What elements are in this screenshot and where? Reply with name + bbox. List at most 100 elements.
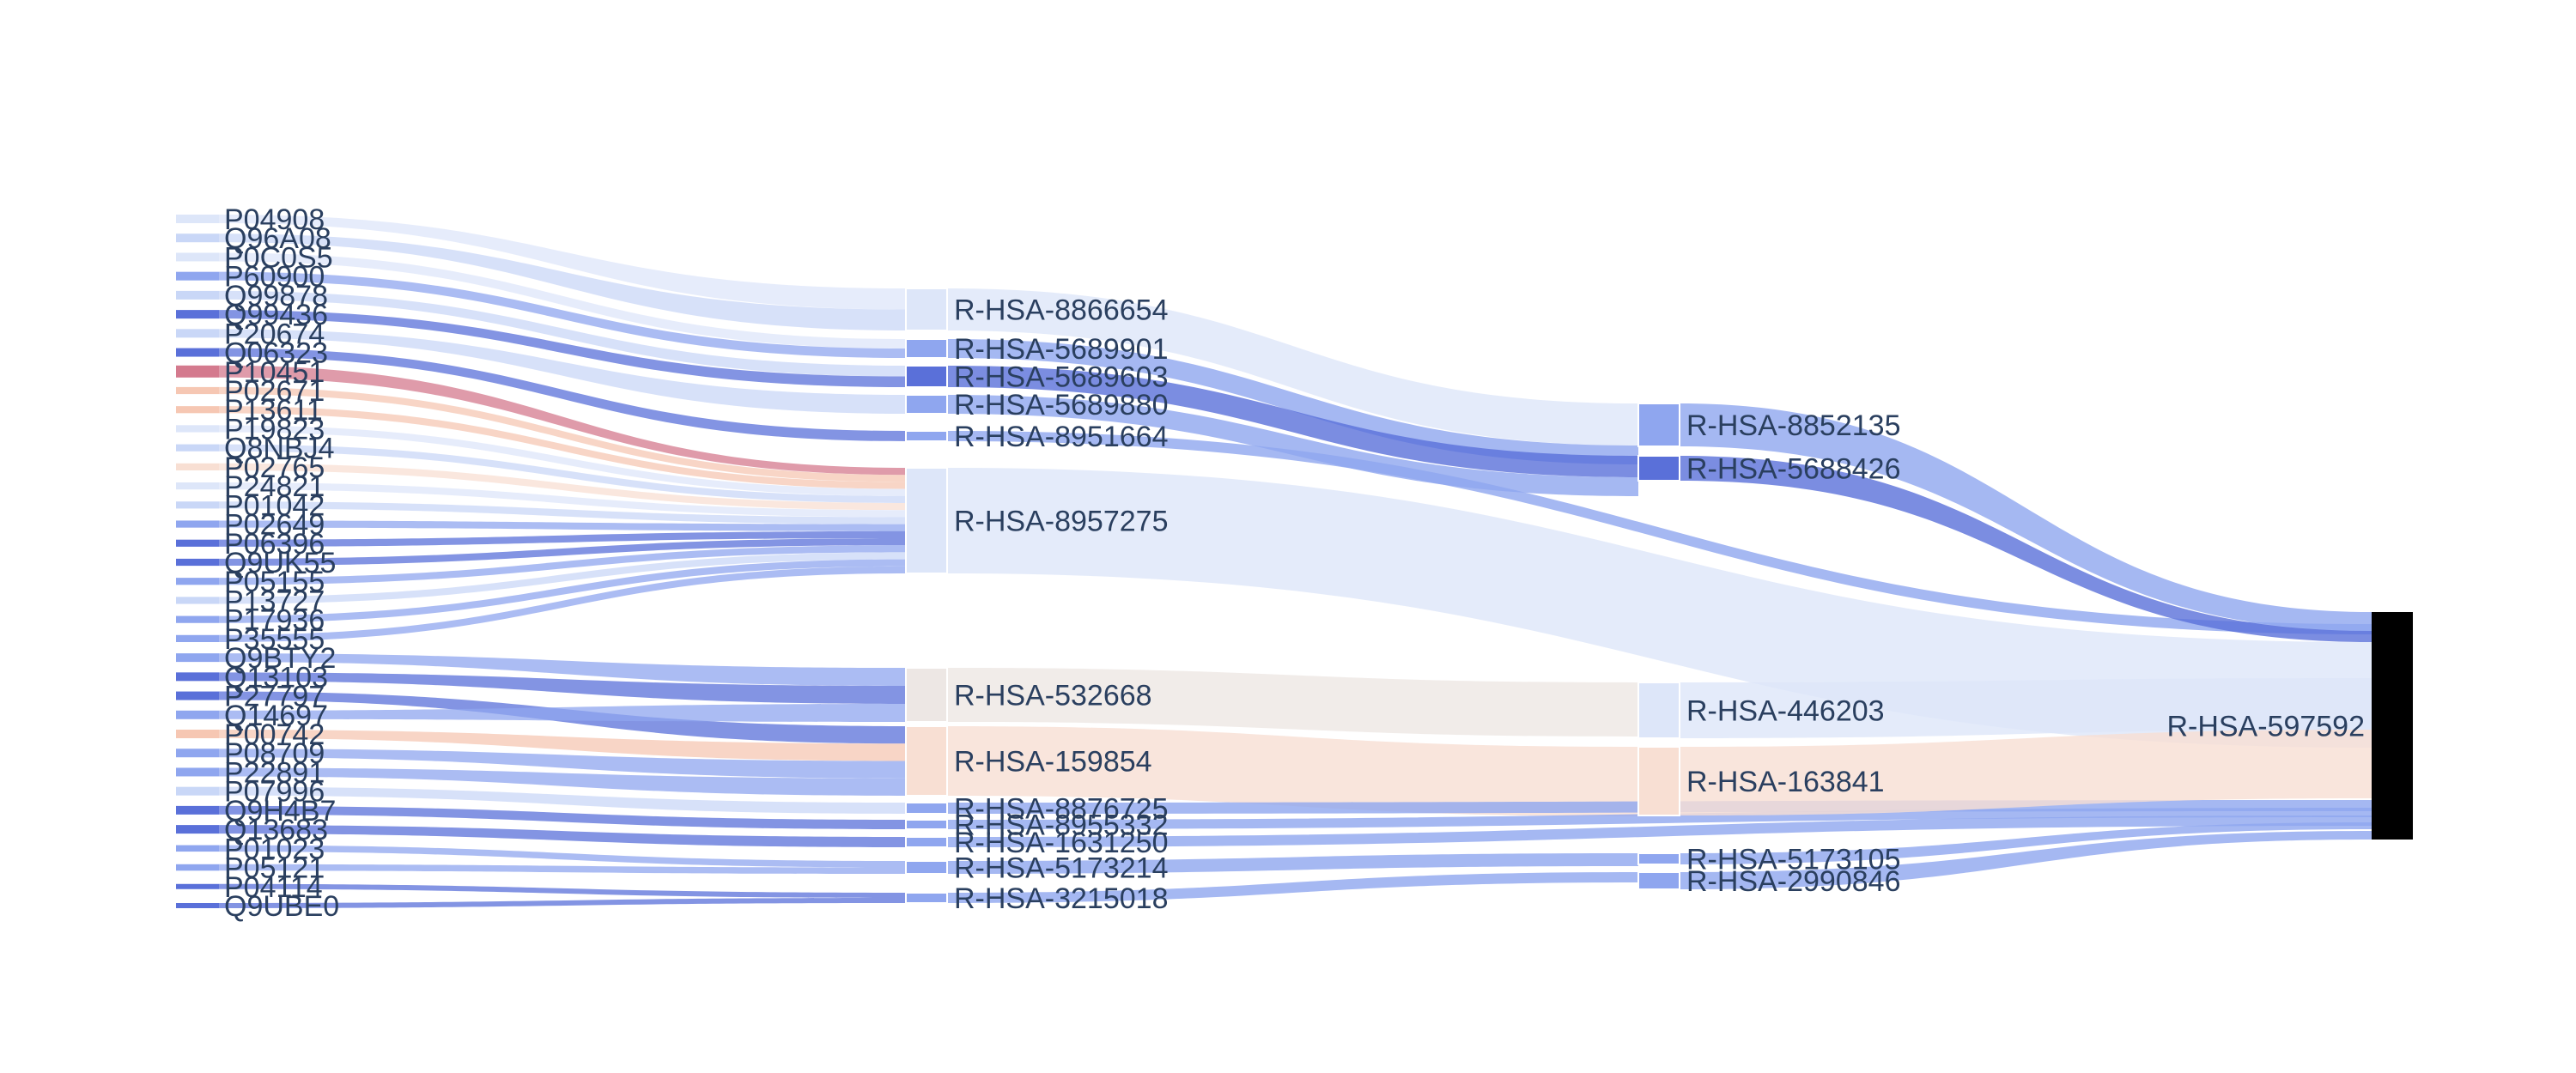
link-R-HSA-8852135-root	[1680, 403, 2372, 631]
link-P06396	[219, 530, 906, 547]
link-P17936	[219, 559, 906, 623]
link-P02649	[219, 520, 906, 531]
source-label-P02649: P02649	[224, 509, 325, 542]
source-label-Q9UBE0: Q9UBE0	[224, 890, 339, 923]
source-label-Q14697: Q14697	[224, 700, 328, 732]
link-P0C0S5	[219, 252, 906, 349]
source-label-Q06323: Q06323	[224, 337, 328, 370]
second-links	[1680, 403, 2372, 889]
source-node-Q06323	[176, 348, 219, 357]
source-label-P22891: P22891	[224, 756, 325, 789]
source-node-P00742	[176, 730, 219, 738]
link-P05121	[219, 864, 906, 874]
middle-node-R-HSA-8957275	[905, 467, 948, 574]
source-node-P01042	[176, 501, 219, 509]
source-node-P10451	[176, 365, 219, 378]
middle-label-R-HSA-5689603: R-HSA-5689603	[954, 361, 1168, 394]
link-R-HSA-8866654-R-HSA-8852135	[947, 288, 1638, 446]
source-node-P04114	[176, 883, 219, 889]
second-label-R-HSA-446203: R-HSA-446203	[1686, 695, 1885, 728]
link-P08709	[219, 749, 906, 779]
link-Q96A08	[219, 233, 906, 330]
source-node-P24821	[176, 482, 219, 490]
source-node-P60900	[176, 271, 219, 281]
source-label-P05155: P05155	[224, 566, 325, 598]
middle-node-R-HSA-5689603	[905, 365, 948, 388]
link-P02671	[219, 386, 906, 482]
link-P24821	[219, 482, 906, 518]
link-R-HSA-5173105-root	[1680, 822, 2372, 864]
second-label-R-HSA-5173105: R-HSA-5173105	[1686, 844, 1900, 876]
link-P00742	[219, 730, 906, 761]
source-node-P22891	[176, 767, 219, 777]
middle-label-R-HSA-8955332: R-HSA-8955332	[954, 809, 1168, 842]
link-P05155	[219, 545, 906, 585]
link-Q9H4B7	[219, 805, 906, 829]
source-node-P02671	[176, 386, 219, 395]
root-node	[2372, 612, 2413, 840]
link-P22891	[219, 767, 906, 796]
link-P02765	[219, 463, 906, 511]
second-node-R-HSA-2990846	[1637, 871, 1680, 890]
link-P07996	[219, 786, 906, 814]
middle-node-R-HSA-5689880	[905, 394, 948, 415]
source-label-P27797: P27797	[224, 681, 325, 713]
source-label-Q9UK55: Q9UK55	[224, 547, 336, 579]
source-node-P17936	[176, 615, 219, 623]
source-label-P00742: P00742	[224, 718, 325, 751]
link-Q99878	[219, 290, 906, 377]
middle-label-R-HSA-8957275: R-HSA-8957275	[954, 506, 1168, 538]
source-label-P13727: P13727	[224, 585, 325, 617]
second-node-R-HSA-446203	[1637, 682, 1680, 739]
source-node-P0C0S5	[176, 252, 219, 262]
link-R-HSA-159854-R-HSA-163841	[947, 726, 1638, 816]
source-node-P19823	[176, 425, 219, 433]
source-label-P35555: P35555	[224, 623, 325, 656]
second-node-R-HSA-5688426	[1637, 455, 1680, 482]
middle-label-R-HSA-3215018: R-HSA-3215018	[954, 882, 1168, 915]
source-node-Q9BTY2	[176, 653, 219, 663]
source-node-Q8NBJ4	[176, 444, 219, 452]
source-node-Q9H4B7	[176, 805, 219, 815]
link-Q99436	[219, 310, 906, 387]
middle-node-R-HSA-532668	[905, 667, 948, 723]
source-node-P20674	[176, 329, 219, 338]
link-Q13103	[219, 672, 906, 704]
second-node-R-HSA-8852135	[1637, 403, 1680, 447]
source-node-Q13103	[176, 672, 219, 682]
middle-label-R-HSA-5173214: R-HSA-5173214	[954, 852, 1168, 885]
link-R-HSA-8955332-R-HSA-597592	[947, 808, 2372, 829]
link-R-HSA-8951664-R-HSA-597592	[947, 431, 2372, 634]
link-Q9UK55	[219, 538, 906, 567]
middle-label-R-HSA-5689901: R-HSA-5689901	[954, 333, 1168, 366]
link-R-HSA-8957275-R-HSA-597592	[947, 468, 2372, 748]
link-R-HSA-532668-R-HSA-446203	[947, 668, 1638, 737]
source-label-P17936: P17936	[224, 604, 325, 637]
link-P01023	[219, 845, 906, 868]
source-label-P01042: P01042	[224, 489, 325, 522]
link-P04114	[219, 883, 906, 898]
source-label-Q9BTY2: Q9BTY2	[224, 642, 336, 675]
nodes	[176, 215, 2413, 908]
link-P13611	[219, 406, 906, 489]
middle-label-R-HSA-532668: R-HSA-532668	[954, 680, 1152, 712]
source-node-Q9UK55	[176, 558, 219, 567]
source-node-P07996	[176, 786, 219, 796]
source-node-P02649	[176, 520, 219, 528]
link-R-HSA-163841-root	[1680, 730, 2372, 815]
source-node-P35555	[176, 634, 219, 642]
link-P35555	[219, 566, 906, 642]
source-label-Q99878: Q99878	[224, 280, 328, 312]
source-node-P01023	[176, 845, 219, 852]
source-label-Q8NBJ4: Q8NBJ4	[224, 433, 335, 465]
source-node-Q96A08	[176, 233, 219, 243]
link-R-HSA-446203-root	[1680, 678, 2372, 738]
source-node-Q99436	[176, 310, 219, 319]
link-Q9UBE0	[219, 898, 906, 908]
link-Q13683	[219, 825, 906, 847]
second-node-R-HSA-5173105	[1637, 852, 1680, 865]
link-Q9BTY2	[219, 653, 906, 686]
second-node-R-HSA-163841	[1637, 746, 1680, 816]
source-label-Q96A08: Q96A08	[224, 222, 331, 255]
